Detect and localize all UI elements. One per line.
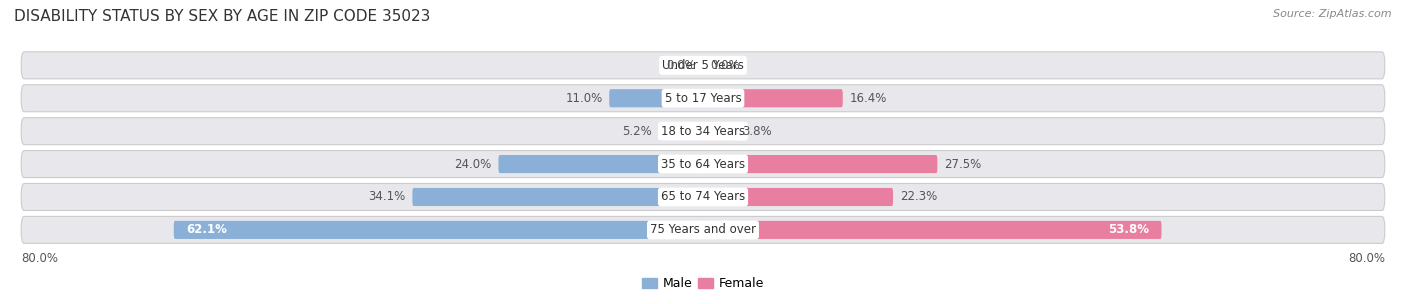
FancyBboxPatch shape [21, 85, 1385, 112]
FancyBboxPatch shape [21, 216, 1385, 244]
FancyBboxPatch shape [21, 52, 1385, 79]
FancyBboxPatch shape [21, 150, 1385, 178]
Text: 80.0%: 80.0% [1348, 252, 1385, 265]
Text: 16.4%: 16.4% [849, 92, 887, 105]
FancyBboxPatch shape [21, 184, 1385, 210]
FancyBboxPatch shape [703, 155, 938, 173]
Legend: Male, Female: Male, Female [637, 272, 769, 295]
FancyBboxPatch shape [174, 221, 703, 239]
Text: Under 5 Years: Under 5 Years [662, 59, 744, 72]
Text: 53.8%: 53.8% [1108, 223, 1149, 237]
FancyBboxPatch shape [412, 188, 703, 206]
Text: 22.3%: 22.3% [900, 191, 938, 203]
FancyBboxPatch shape [703, 89, 842, 107]
Text: DISABILITY STATUS BY SEX BY AGE IN ZIP CODE 35023: DISABILITY STATUS BY SEX BY AGE IN ZIP C… [14, 9, 430, 24]
Text: 35 to 64 Years: 35 to 64 Years [661, 157, 745, 171]
Text: 80.0%: 80.0% [21, 252, 58, 265]
Text: 3.8%: 3.8% [742, 125, 772, 138]
Text: 5.2%: 5.2% [621, 125, 652, 138]
FancyBboxPatch shape [703, 221, 1161, 239]
Text: 5 to 17 Years: 5 to 17 Years [665, 92, 741, 105]
FancyBboxPatch shape [703, 122, 735, 140]
FancyBboxPatch shape [703, 188, 893, 206]
Text: 24.0%: 24.0% [454, 157, 492, 171]
Text: 27.5%: 27.5% [945, 157, 981, 171]
Text: 62.1%: 62.1% [187, 223, 228, 237]
Text: 34.1%: 34.1% [368, 191, 405, 203]
Text: 65 to 74 Years: 65 to 74 Years [661, 191, 745, 203]
Text: 0.0%: 0.0% [666, 59, 696, 72]
FancyBboxPatch shape [499, 155, 703, 173]
Text: 11.0%: 11.0% [565, 92, 602, 105]
FancyBboxPatch shape [21, 118, 1385, 145]
Text: 18 to 34 Years: 18 to 34 Years [661, 125, 745, 138]
Text: 0.0%: 0.0% [710, 59, 740, 72]
FancyBboxPatch shape [658, 122, 703, 140]
FancyBboxPatch shape [609, 89, 703, 107]
Text: 75 Years and over: 75 Years and over [650, 223, 756, 237]
Text: Source: ZipAtlas.com: Source: ZipAtlas.com [1274, 9, 1392, 19]
